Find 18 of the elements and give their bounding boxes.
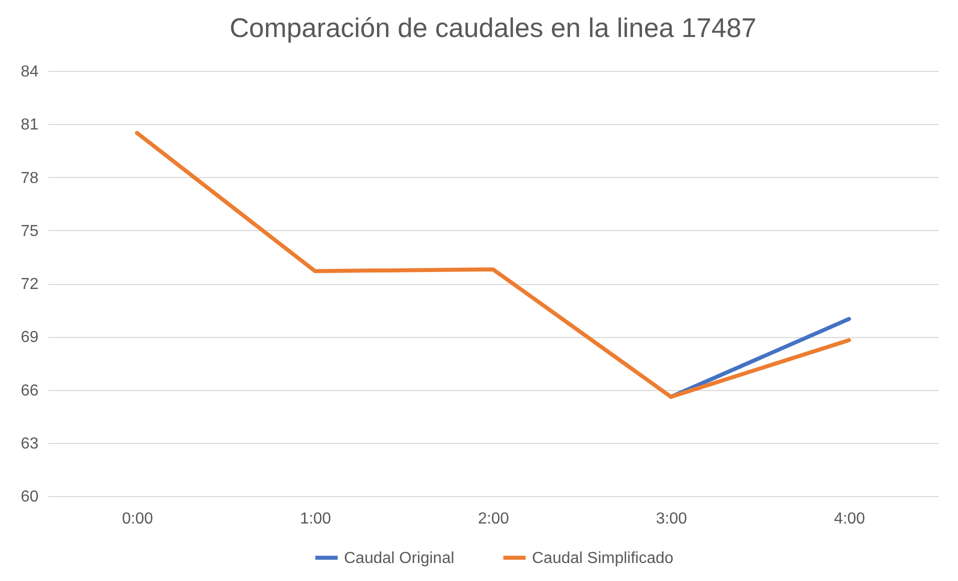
x-tick-label: 3:00: [656, 510, 688, 528]
line-series: [135, 130, 851, 399]
x-tick-label: 2:00: [478, 510, 510, 528]
legend-label: Caudal Simplificado: [532, 550, 674, 567]
x-tick-label: 0:00: [122, 510, 154, 528]
x-tick-label: 4:00: [834, 510, 866, 528]
y-tick-label: 75: [20, 222, 39, 240]
y-tick-label: 66: [20, 382, 39, 400]
y-tick-label: 69: [20, 329, 39, 346]
legend-label: Caudal Original: [344, 550, 454, 567]
y-tick-label: 81: [20, 116, 39, 134]
chart-title: Comparación de caudales en la linea 17487: [230, 13, 756, 43]
y-tick-label: 78: [20, 170, 39, 187]
y-tick-label: 60: [20, 488, 39, 506]
y-tick-label: 63: [20, 435, 39, 452]
y-tick-label: 84: [20, 64, 39, 80]
x-tick-label: 1:00: [300, 510, 332, 528]
y-tick-label: 72: [20, 276, 39, 293]
